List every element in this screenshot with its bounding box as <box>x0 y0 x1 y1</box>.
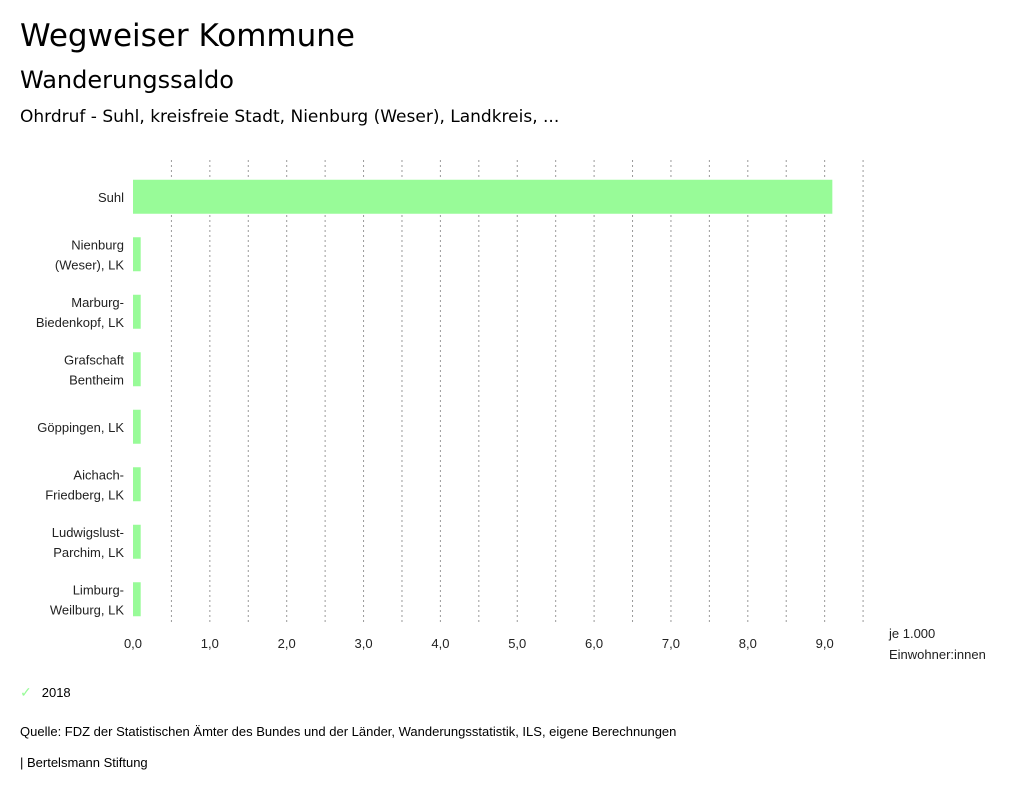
x-tick-label: 7,0 <box>662 636 680 651</box>
x-axis-label: je 1.000 <box>888 626 935 641</box>
bar[interactable] <box>133 524 141 559</box>
check-icon[interactable]: ✓ <box>20 684 32 700</box>
legend[interactable]: ✓ 2018 <box>20 684 71 701</box>
chart-subtitle: Wanderungssaldo <box>20 66 234 94</box>
category-label-line: Friedberg, LK <box>45 487 124 502</box>
x-tick-label: 4,0 <box>431 636 449 651</box>
x-axis-label: Einwohner:innen <box>889 647 986 662</box>
category-label-line: Göppingen, LK <box>37 420 124 435</box>
x-tick-label: 0,0 <box>124 636 142 651</box>
bar[interactable] <box>133 467 141 502</box>
category-label: Grafschaft Bentheim <box>64 352 124 387</box>
bar[interactable] <box>133 237 141 272</box>
category-label-line: (Weser), LK <box>55 257 124 272</box>
x-tick-label: 9,0 <box>816 636 834 651</box>
legend-label-2018: 2018 <box>41 685 71 700</box>
footer-credit: | Bertelsmann Stiftung <box>20 755 148 770</box>
category-label-line: Ludwigslust- <box>52 525 124 540</box>
bar[interactable] <box>133 352 141 387</box>
category-label: Nienburg (Weser), LK <box>55 237 124 272</box>
chart-header: Wegweiser Kommune Wanderungssaldo Ohrdru… <box>20 16 559 129</box>
x-tick-label: 2,0 <box>278 636 296 651</box>
bar-chart: Suhl Nienburg (Weser), LK Marburg- Biedenkop… <box>36 160 986 662</box>
category-label: Suhl <box>98 190 124 205</box>
category-label-line: Biedenkopf, LK <box>36 315 125 330</box>
source-note: Quelle: FDZ der Statistischen Ämter des … <box>20 724 677 739</box>
x-tick-label: 5,0 <box>508 636 526 651</box>
bar[interactable] <box>133 179 833 214</box>
category-label-line: Nienburg <box>71 237 124 252</box>
category-label-line: Bentheim <box>69 372 124 387</box>
region-filter-label[interactable]: Ohrdruf - Suhl, kreisfreie Stadt, Nienbu… <box>20 107 560 127</box>
category-label-line: Aichach- <box>73 467 124 482</box>
category-label-line: Suhl <box>98 190 124 205</box>
category-label: Marburg- Biedenkopf, LK <box>36 295 125 330</box>
bar[interactable] <box>133 582 141 617</box>
x-tick-label: 1,0 <box>201 636 219 651</box>
bar[interactable] <box>133 294 141 329</box>
category-label-line: Marburg- <box>71 295 124 310</box>
category-label-line: Weilburg, LK <box>50 602 125 617</box>
bar[interactable] <box>133 409 141 444</box>
category-label-line: Limburg- <box>73 582 124 597</box>
category-label: Aichach- Friedberg, LK <box>45 467 124 502</box>
category-label: Göppingen, LK <box>37 420 124 435</box>
x-tick-label: 6,0 <box>585 636 603 651</box>
category-label-line: Grafschaft <box>64 352 124 367</box>
x-tick-label: 3,0 <box>355 636 373 651</box>
category-label: Limburg- Weilburg, LK <box>50 582 125 617</box>
x-tick-label: 8,0 <box>739 636 757 651</box>
category-label: Ludwigslust- Parchim, LK <box>52 525 125 560</box>
category-label-line: Parchim, LK <box>53 545 124 560</box>
page-title: Wegweiser Kommune <box>20 18 355 54</box>
